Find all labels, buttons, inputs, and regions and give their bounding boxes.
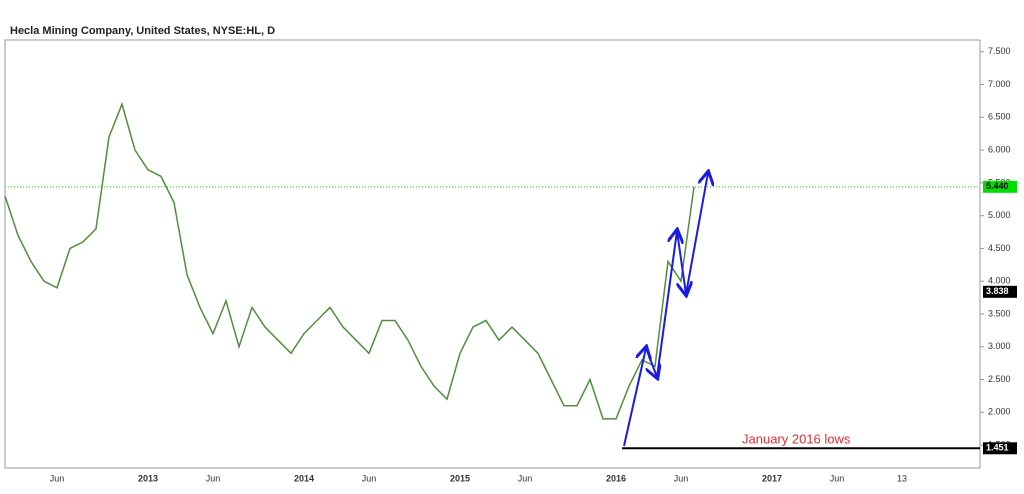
price-label-box xyxy=(983,285,1017,298)
trend-arrows xyxy=(623,173,708,447)
y-tick-label: 5.000 xyxy=(988,210,1011,220)
y-tick-label: 6.000 xyxy=(988,144,1011,154)
price-line xyxy=(4,101,695,420)
x-tick-label: 2015 xyxy=(450,473,470,483)
x-tick-label: Jun xyxy=(830,473,845,483)
plot-frame xyxy=(4,39,981,469)
price-label: 5.440 xyxy=(986,181,1009,191)
x-tick-label: 2013 xyxy=(138,473,158,483)
y-tick-label: 2.000 xyxy=(988,407,1011,417)
chart-title: Hecla Mining Company, United States, NYS… xyxy=(10,25,275,37)
price-label: 1.451 xyxy=(986,443,1009,453)
y-tick-label: 4.000 xyxy=(988,276,1011,286)
y-tick-label: 2.500 xyxy=(988,374,1011,384)
y-tick-label: 6.500 xyxy=(988,112,1011,122)
y-tick-label: 7.500 xyxy=(988,46,1011,56)
x-tick-label: Jun xyxy=(50,473,65,483)
annotation: January 2016 lows xyxy=(742,432,851,447)
price-label-box xyxy=(983,442,1017,455)
x-tick-label: Jun xyxy=(206,473,221,483)
x-tick-label: Jun xyxy=(518,473,533,483)
x-tick-label: 2017 xyxy=(762,473,782,483)
y-tick-label: 3.500 xyxy=(988,308,1011,318)
x-tick-label: 2014 xyxy=(294,473,314,483)
y-tick-label: 4.500 xyxy=(988,243,1011,253)
price-label-box xyxy=(983,180,1017,193)
y-tick-label: 3.000 xyxy=(988,341,1011,351)
x-tick-label: 13 xyxy=(897,473,907,483)
price-label: 3.838 xyxy=(986,286,1009,296)
x-tick-label: 2016 xyxy=(606,473,626,483)
x-tick-label: Jun xyxy=(362,473,377,483)
x-tick-label: Jun xyxy=(674,473,689,483)
y-tick-label: 7.000 xyxy=(988,79,1011,89)
